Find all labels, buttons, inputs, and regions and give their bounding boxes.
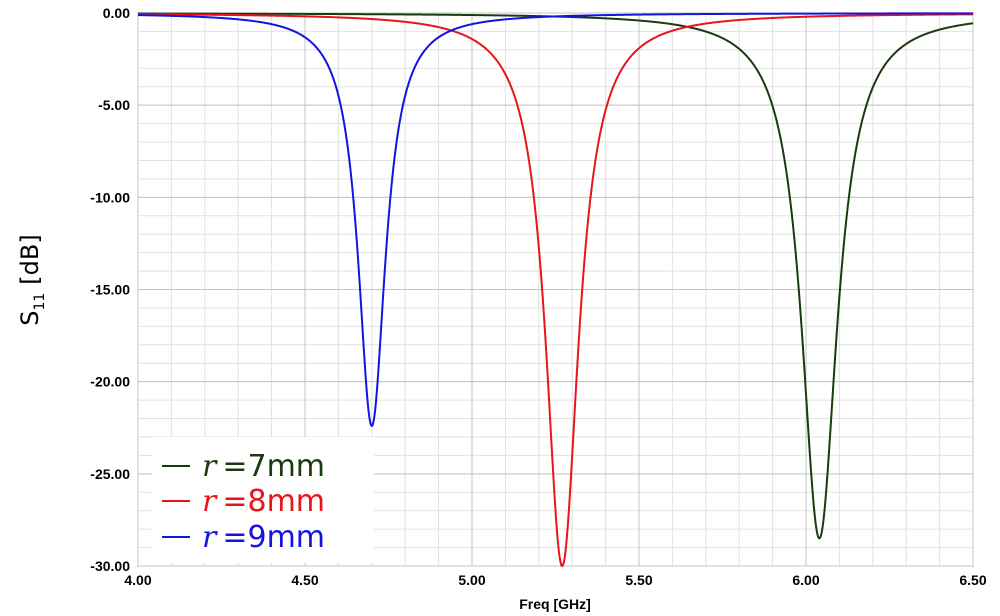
y-tick-label: 0.00 [103, 5, 130, 21]
x-axis-label: Freq [GHz] [519, 596, 591, 612]
y-tick-label: -10.00 [90, 189, 130, 205]
x-axis-ticks: 4.00 4.50 5.00 5.50 6.00 6.50 [124, 572, 986, 588]
y-tick-label: -20.00 [90, 374, 130, 390]
series-line-8mm [137, 13, 974, 568]
x-tick-label: 4.00 [124, 572, 151, 588]
series-lines [137, 12, 974, 568]
y-tick-label: -30.00 [90, 558, 130, 574]
y-tick-label: -15.00 [90, 282, 130, 298]
x-tick-label: 5.50 [625, 572, 652, 588]
legend-item-r8: r =8mm [162, 484, 325, 519]
y-tick-label: -5.00 [98, 97, 130, 113]
legend-label-r7: r =7mm [202, 449, 325, 484]
x-tick-label: 4.50 [291, 572, 318, 588]
x-tick-label: 6.50 [959, 572, 986, 588]
legend-item-r9: r =9mm [162, 520, 325, 555]
legend-label-r9: r =9mm [202, 520, 325, 555]
legend-label-r8: r =8mm [202, 484, 325, 519]
y-axis-ticks: 0.00 -5.00 -10.00 -15.00 -20.00 -25.00 -30.00 [90, 5, 130, 574]
legend: r =7mm r =8mm r =9mm [152, 437, 374, 563]
x-tick-label: 6.00 [792, 572, 819, 588]
series-line-9mm [137, 12, 973, 428]
x-tick-label: 5.00 [458, 572, 485, 588]
y-axis-label: S11[dB] [16, 234, 48, 326]
legend-item-r7: r =7mm [162, 449, 325, 484]
y-tick-label: -25.00 [90, 466, 130, 482]
